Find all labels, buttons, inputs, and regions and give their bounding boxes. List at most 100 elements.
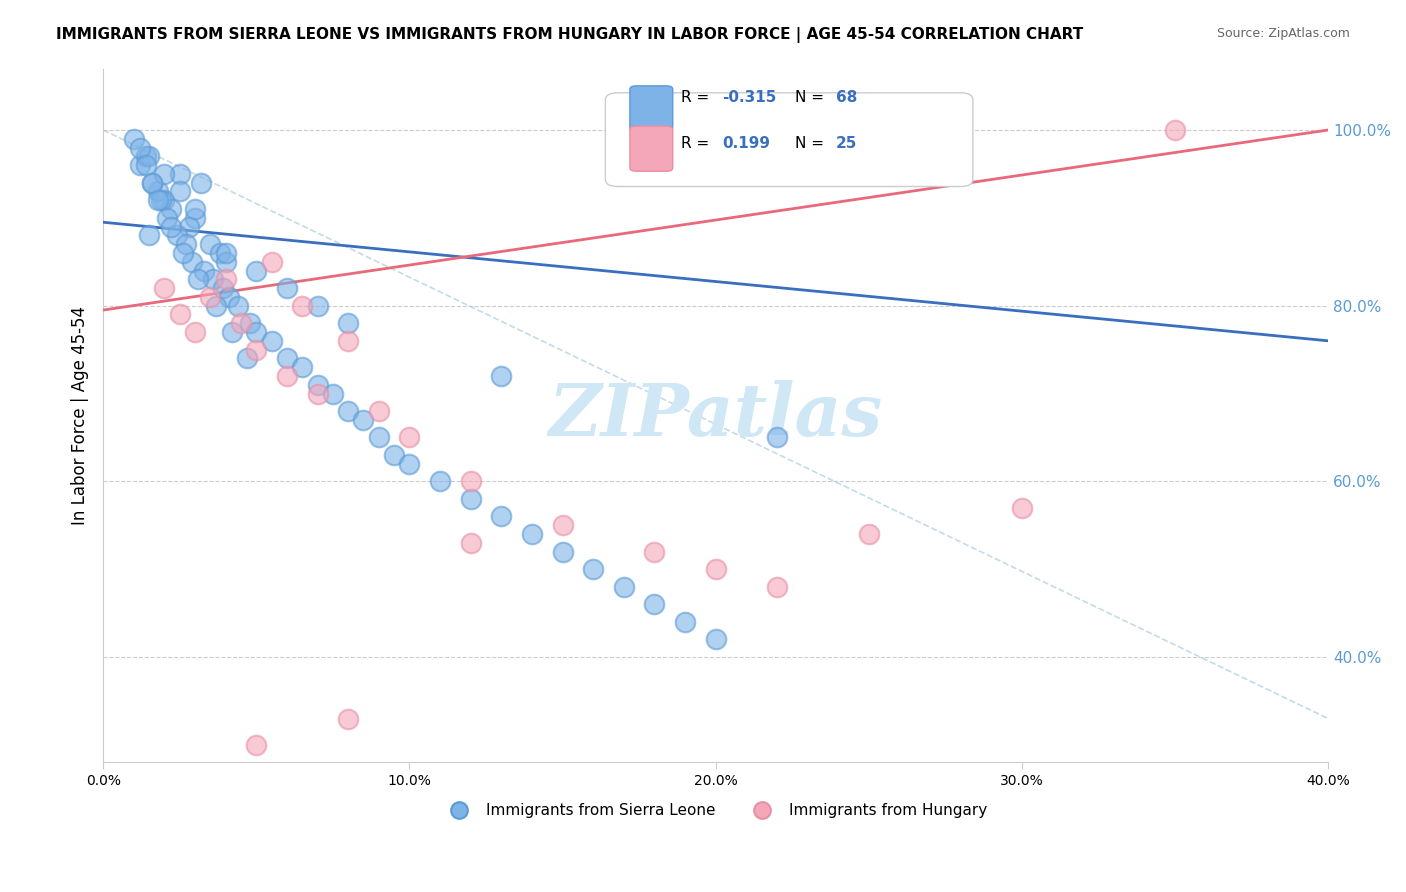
Point: [236, 351, 259, 366]
Point: [352, 413, 374, 427]
Point: [153, 194, 176, 208]
Point: [148, 194, 170, 208]
Point: [307, 377, 329, 392]
Point: [218, 290, 240, 304]
Point: [337, 316, 360, 330]
Text: R =: R =: [682, 90, 714, 105]
Point: [193, 263, 215, 277]
Point: [398, 457, 420, 471]
Point: [766, 430, 789, 444]
Point: [276, 281, 298, 295]
Point: [200, 237, 222, 252]
Point: [166, 228, 188, 243]
Point: [643, 597, 665, 611]
Legend: Immigrants from Sierra Leone, Immigrants from Hungary: Immigrants from Sierra Leone, Immigrants…: [437, 797, 994, 824]
Point: [398, 430, 420, 444]
Y-axis label: In Labor Force | Age 45-54: In Labor Force | Age 45-54: [72, 306, 89, 525]
Text: ZIPatlas: ZIPatlas: [548, 380, 883, 451]
Point: [307, 386, 329, 401]
Point: [184, 325, 207, 339]
Point: [491, 368, 513, 383]
Point: [613, 580, 636, 594]
Point: [135, 158, 157, 172]
FancyBboxPatch shape: [606, 93, 973, 186]
Point: [245, 343, 267, 357]
Point: [245, 263, 267, 277]
Point: [184, 202, 207, 216]
Point: [169, 185, 191, 199]
Point: [307, 299, 329, 313]
Point: [491, 509, 513, 524]
Point: [128, 140, 150, 154]
Point: [184, 211, 207, 225]
Point: [172, 246, 194, 260]
Text: IMMIGRANTS FROM SIERRA LEONE VS IMMIGRANTS FROM HUNGARY IN LABOR FORCE | AGE 45-: IMMIGRANTS FROM SIERRA LEONE VS IMMIGRAN…: [56, 27, 1084, 43]
Text: 68: 68: [835, 90, 858, 105]
Point: [704, 632, 727, 647]
Text: 0.199: 0.199: [721, 136, 769, 152]
Point: [187, 272, 209, 286]
Point: [174, 237, 197, 252]
Point: [260, 334, 283, 348]
Point: [858, 527, 880, 541]
Point: [211, 281, 233, 295]
Point: [291, 299, 314, 313]
Text: N =: N =: [796, 136, 830, 152]
Point: [159, 202, 181, 216]
Point: [429, 475, 451, 489]
Point: [337, 404, 360, 418]
Point: [245, 738, 267, 752]
Point: [214, 272, 236, 286]
Point: [551, 518, 574, 533]
Point: [150, 194, 173, 208]
Point: [214, 254, 236, 268]
Point: [1011, 500, 1033, 515]
FancyBboxPatch shape: [630, 86, 672, 131]
Point: [337, 334, 360, 348]
Text: R =: R =: [682, 136, 714, 152]
Text: 25: 25: [835, 136, 858, 152]
Point: [460, 491, 482, 506]
Point: [153, 281, 176, 295]
Point: [673, 615, 696, 629]
Point: [181, 254, 204, 268]
Point: [551, 544, 574, 558]
Text: N =: N =: [796, 90, 830, 105]
Point: [382, 448, 405, 462]
Point: [169, 308, 191, 322]
Point: [229, 316, 252, 330]
Point: [153, 167, 176, 181]
Point: [460, 536, 482, 550]
Point: [226, 299, 249, 313]
Point: [159, 219, 181, 234]
Point: [704, 562, 727, 576]
Point: [141, 176, 163, 190]
Point: [643, 544, 665, 558]
Point: [190, 176, 212, 190]
Point: [766, 580, 789, 594]
Point: [276, 368, 298, 383]
Point: [122, 132, 145, 146]
FancyBboxPatch shape: [630, 126, 672, 171]
Point: [177, 219, 200, 234]
Point: [128, 158, 150, 172]
Point: [337, 712, 360, 726]
Point: [322, 386, 344, 401]
Point: [138, 228, 160, 243]
Point: [202, 272, 225, 286]
Point: [276, 351, 298, 366]
Point: [239, 316, 262, 330]
Point: [138, 149, 160, 163]
Point: [260, 254, 283, 268]
Point: [367, 404, 389, 418]
Point: [169, 167, 191, 181]
Point: [200, 290, 222, 304]
Text: -0.315: -0.315: [721, 90, 776, 105]
Point: [141, 176, 163, 190]
Point: [1164, 123, 1187, 137]
Point: [208, 246, 231, 260]
Point: [582, 562, 605, 576]
Point: [135, 149, 157, 163]
Point: [460, 475, 482, 489]
Point: [245, 325, 267, 339]
